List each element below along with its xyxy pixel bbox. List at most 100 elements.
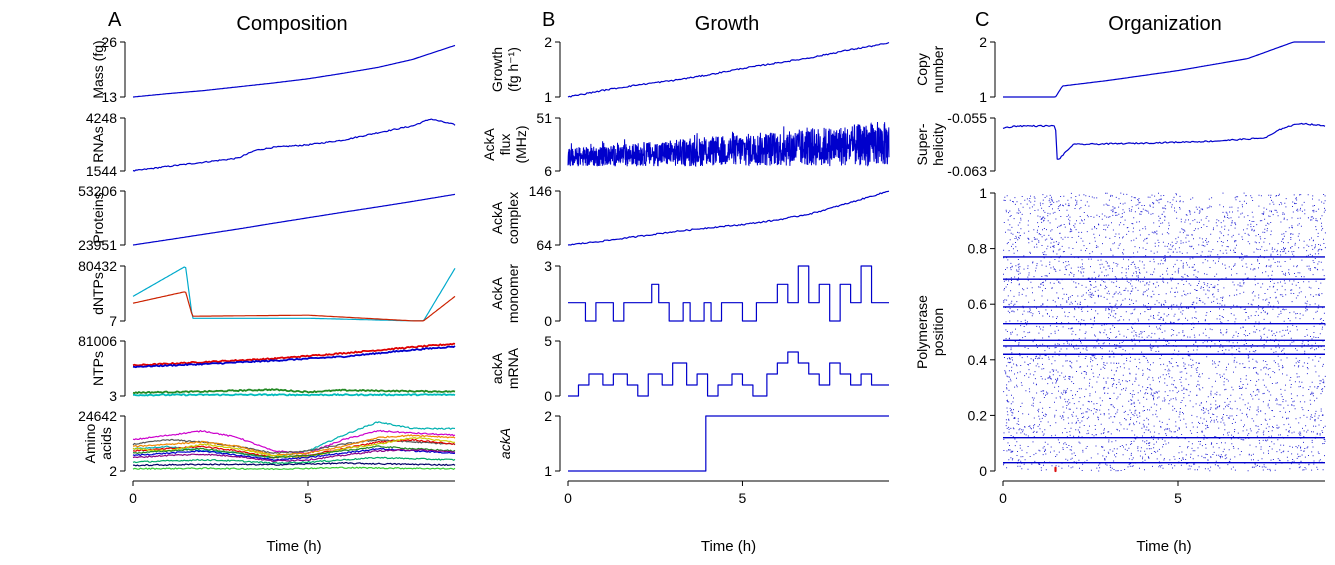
y-axis-label: Aminoacids <box>82 423 114 463</box>
series-line <box>132 291 456 322</box>
series-line <box>132 118 456 172</box>
y-tick-label: 81006 <box>78 333 117 349</box>
y-axis-label: Growth(fg h⁻¹) <box>489 47 521 92</box>
series-line <box>132 445 456 459</box>
series-line <box>132 449 456 462</box>
scatter-points <box>1003 192 1326 472</box>
y-tick-label: 6 <box>544 163 552 179</box>
y-tick-label: -0.055 <box>947 110 987 126</box>
y-tick-label: 2 <box>979 34 987 50</box>
x-axis-B: 0 5 Time (h) <box>564 480 889 555</box>
column-c-title: Organization <box>1108 13 1221 35</box>
y-tick-label: 3 <box>544 258 552 274</box>
y-axis-label: AckAcomplex <box>489 192 521 244</box>
column-c-letter: C <box>975 9 989 31</box>
panel-C1: 1 2 Copynumber <box>914 34 1325 105</box>
y-tick-label: 1 <box>544 463 552 479</box>
y-axis-label: Polymeraseposition <box>914 295 946 369</box>
y-tick-label: 2 <box>544 408 552 424</box>
x-tick-label: 5 <box>304 490 312 506</box>
y-axis-label: AckAmonomer <box>489 264 521 323</box>
y-tick-label: 1 <box>544 89 552 105</box>
panel-B3: 64 146 AckAcomplex <box>489 183 890 253</box>
x-axis-A: 0 5 Time (h) <box>129 480 455 555</box>
y-tick-label: 0.6 <box>968 296 988 312</box>
y-axis-label: AckAflux(MHz) <box>481 125 529 163</box>
y-axis-label: NTPs <box>90 351 106 386</box>
y-tick-label: 24642 <box>78 408 117 424</box>
column-a-title: Composition <box>236 13 347 35</box>
x-tick-label: 0 <box>129 490 137 506</box>
series-line <box>132 44 456 98</box>
y-axis-label: Super-helicity <box>914 123 946 166</box>
y-tick-label: -0.063 <box>947 163 987 179</box>
column-a-letter: A <box>108 9 122 31</box>
series-line <box>132 434 456 457</box>
y-axis-label: dNTPs <box>90 272 106 315</box>
series-line <box>132 266 456 322</box>
y-tick-label: 5 <box>544 333 552 349</box>
y-axis-label: Proteins <box>90 192 106 243</box>
y-tick-label: 0.4 <box>968 352 988 368</box>
y-axis-label: ackAmRNA <box>489 347 521 389</box>
column-b-letter: B <box>542 9 555 31</box>
x-axis-label: Time (h) <box>266 538 321 555</box>
panel-B4: 0 3 AckAmonomer <box>489 258 889 329</box>
series-line <box>567 41 890 98</box>
y-tick-label: 2 <box>544 34 552 50</box>
series-line <box>132 466 456 471</box>
y-tick-label: 0.8 <box>968 241 988 257</box>
panel-C3: 0 0.2 0.4 0.6 0.8 1 Polymeraseposition <box>914 185 1326 479</box>
series-line <box>1003 41 1325 98</box>
x-axis-label: Time (h) <box>1136 538 1191 555</box>
y-tick-label: 0 <box>544 313 552 329</box>
y-axis-label: ackA <box>497 428 513 459</box>
column-b-title: Growth <box>695 13 759 35</box>
series-line <box>568 415 889 472</box>
y-tick-label: 53206 <box>78 183 117 199</box>
y-axis-label: Mass (fg) <box>90 40 106 98</box>
y-tick-label: 2 <box>109 463 117 479</box>
panel-B2: 6 51 AckAflux(MHz) <box>481 110 890 179</box>
y-tick-label: 4248 <box>86 110 117 126</box>
series-line <box>1002 122 1326 160</box>
y-axis-label: RNAs <box>90 126 106 163</box>
series-line <box>132 345 456 369</box>
y-tick-label: 26 <box>101 34 117 50</box>
series-line <box>132 456 456 465</box>
panel-B5: 0 5 ackAmRNA <box>489 333 889 404</box>
series-line <box>132 342 456 367</box>
x-tick-label: 5 <box>739 490 747 506</box>
y-tick-label: 0 <box>544 388 552 404</box>
y-tick-label: 64 <box>536 237 552 253</box>
series-line <box>568 265 889 322</box>
y-tick-label: 1544 <box>86 163 117 179</box>
panel-A5: 3 81006 NTPs <box>78 333 456 404</box>
series-line <box>132 388 456 394</box>
y-tick-label: 51 <box>536 110 552 126</box>
y-tick-label: 0 <box>979 463 987 479</box>
series-line <box>132 447 456 461</box>
series-line <box>133 393 456 397</box>
y-tick-label: 146 <box>529 183 553 199</box>
x-tick-label: 0 <box>564 490 572 506</box>
y-axis-label: Copynumber <box>914 45 946 93</box>
y-tick-label: 0.2 <box>968 407 988 423</box>
x-axis-label: Time (h) <box>701 538 756 555</box>
scatter-dots <box>1003 192 1326 472</box>
y-tick-label: 80432 <box>78 258 117 274</box>
series-line <box>567 121 890 168</box>
series-line <box>567 190 890 246</box>
series-line <box>132 193 456 246</box>
series-line <box>132 438 456 454</box>
panel-B6: 1 2 ackA <box>497 408 889 479</box>
x-tick-label: 0 <box>999 490 1007 506</box>
x-tick-label: 5 <box>1174 490 1182 506</box>
